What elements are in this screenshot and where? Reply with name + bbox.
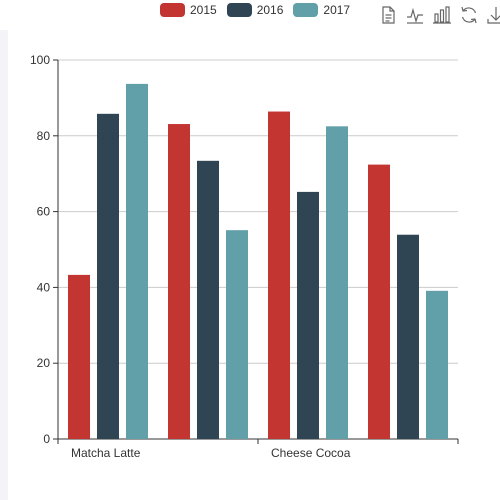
legend-swatch-2015 xyxy=(160,3,185,17)
line-chart-icon[interactable] xyxy=(405,5,425,25)
legend-swatch-2016 xyxy=(226,3,252,17)
bar-2016-1 xyxy=(197,160,219,439)
y-tick-label: 0 xyxy=(43,432,50,446)
bar-2017-2 xyxy=(326,126,348,439)
toolbox xyxy=(378,5,500,25)
legend-label-2016: 2016 xyxy=(256,3,284,17)
bar-2016-2 xyxy=(297,191,319,439)
bar-2017-3 xyxy=(426,290,448,439)
bar-2016-3 xyxy=(397,234,419,439)
legend-label-2015: 2015 xyxy=(190,3,217,17)
legend-item-2016[interactable]: 2016 xyxy=(226,3,284,17)
y-tick-label: 80 xyxy=(37,129,51,143)
legend: 2015 2016 2017 xyxy=(160,3,350,17)
legend-item-2017[interactable]: 2017 xyxy=(293,3,350,17)
chart-header: 2015 2016 2017 xyxy=(0,0,500,30)
legend-swatch-2017 xyxy=(293,3,319,17)
bar-2017-0 xyxy=(126,83,148,439)
y-tick-label: 40 xyxy=(37,280,51,294)
legend-item-2015[interactable]: 2015 xyxy=(160,3,217,17)
bar-2015-1 xyxy=(168,124,190,440)
y-tick-label: 60 xyxy=(37,205,51,219)
x-category-label: Cheese Cocoa xyxy=(271,446,351,460)
y-tick-label: 20 xyxy=(37,356,51,370)
data-view-icon[interactable] xyxy=(378,5,398,25)
bar-chart-icon[interactable] xyxy=(432,5,452,25)
y-tick-label: 100 xyxy=(30,53,50,67)
x-category-label: Matcha Latte xyxy=(71,446,141,460)
restore-icon[interactable] xyxy=(459,5,479,25)
download-icon[interactable] xyxy=(486,5,500,25)
legend-label-2017: 2017 xyxy=(323,3,351,17)
bar-2015-0 xyxy=(68,274,90,439)
bar-2015-3 xyxy=(368,164,390,439)
bar-2017-1 xyxy=(226,230,248,439)
bar-2015-2 xyxy=(268,111,290,439)
bar-2016-0 xyxy=(97,113,119,440)
